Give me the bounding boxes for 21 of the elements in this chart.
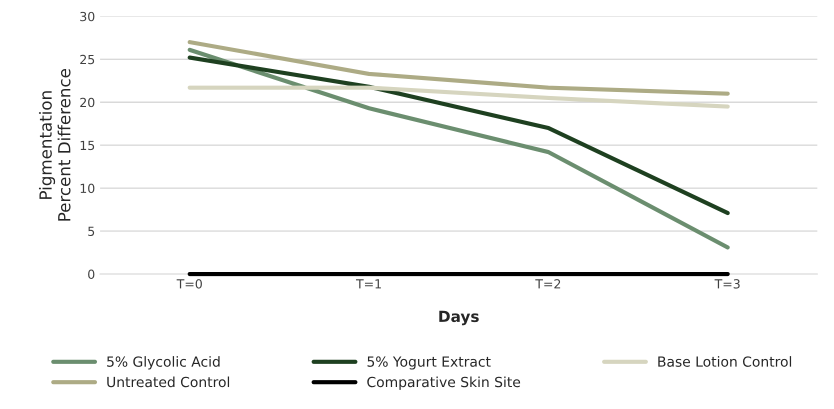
legend-label: Base Lotion Control	[658, 356, 792, 367]
legend-label: Untreated Control	[107, 376, 230, 388]
y-tick-label: 15	[80, 140, 94, 150]
legend-label: 5% Yogurt Extract	[368, 356, 491, 370]
y-tick-label: 10	[80, 184, 94, 194]
x-tick-label: T=2	[535, 279, 560, 288]
legend-label: 5% Glycolic Acid	[107, 356, 220, 370]
y-tick-label: 25	[80, 54, 94, 64]
line-series	[188, 48, 730, 250]
x-tick-label: T=1	[356, 279, 381, 288]
line-series	[188, 56, 730, 216]
legend-label: Comparative Skin Site	[367, 376, 520, 390]
x-tick-label: T=3	[714, 279, 740, 289]
x-tick-label: T=0	[176, 279, 202, 289]
y-tick-label: 0	[88, 270, 94, 279]
y-axis-title: Pigmentation Percent Difference	[38, 69, 71, 221]
line-series	[188, 40, 730, 96]
x-axis-title: Days	[439, 310, 479, 326]
y-tick-label: 5	[88, 226, 94, 236]
y-tick-label: 30	[80, 12, 94, 22]
y-tick-label: 20	[80, 98, 94, 108]
